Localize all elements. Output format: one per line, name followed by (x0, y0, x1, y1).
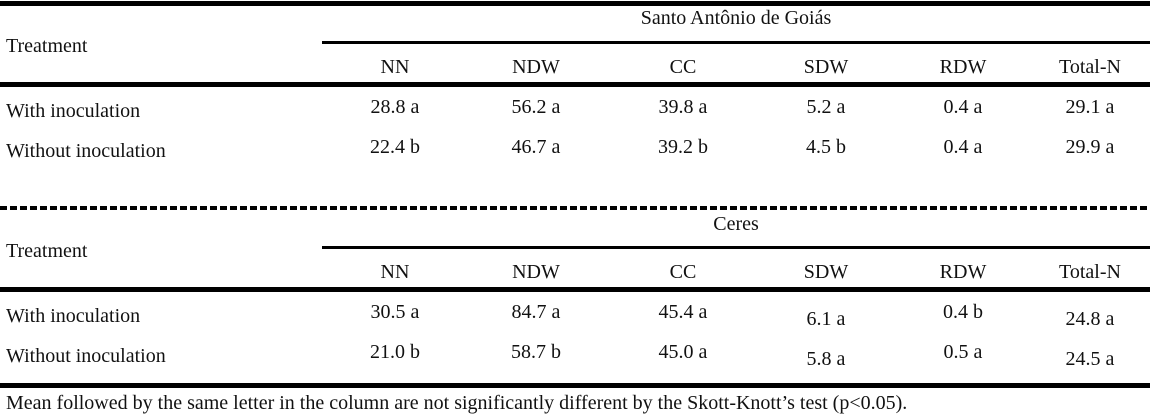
table-cell: 45.0 a (658, 341, 708, 363)
location-rule (322, 41, 1150, 44)
column-header: NN (380, 56, 410, 78)
row-treatment: Without inoculation (6, 140, 166, 162)
table-cell: 6.1 a (806, 308, 846, 330)
column-header: SDW (803, 261, 849, 283)
row-treatment: With inoculation (6, 100, 141, 122)
table-footnote: Mean followed by the same letter in the … (6, 392, 908, 414)
table-cell: 29.9 a (1065, 136, 1115, 158)
column-header: CC (669, 56, 697, 78)
table-cell: 29.1 a (1065, 96, 1115, 118)
row-treatment: Without inoculation (6, 345, 166, 367)
table-cell: 39.2 b (658, 136, 708, 158)
table-cell: 45.4 a (658, 301, 708, 323)
column-header: SDW (803, 56, 849, 78)
table-cell: 56.2 a (511, 96, 561, 118)
column-header: Total-N (1059, 261, 1121, 283)
bottom-rule (0, 383, 1150, 388)
table-cell: 24.5 a (1065, 348, 1115, 370)
table-cell: 24.8 a (1065, 308, 1115, 330)
column-header: RDW (939, 261, 987, 283)
column-header: NN (380, 261, 410, 283)
table-cell: 21.0 b (370, 341, 420, 363)
location-header: Ceres (713, 213, 759, 235)
table-cell: 28.8 a (370, 96, 420, 118)
column-header: Total-N (1059, 56, 1121, 78)
block-separator (0, 206, 1150, 210)
column-header: NDW (512, 261, 560, 283)
table-cell: 0.4 a (943, 96, 983, 118)
table-cell: 39.8 a (658, 96, 708, 118)
table-cell: 84.7 a (511, 301, 561, 323)
header-rule (0, 287, 1150, 292)
top-rule (0, 1, 1150, 6)
column-header: CC (669, 261, 697, 283)
row-treatment: With inoculation (6, 305, 141, 327)
table-cell: 0.5 a (943, 341, 983, 363)
table-cell: 46.7 a (511, 136, 561, 158)
table-cell: 5.8 a (806, 348, 846, 370)
treatment-header: Treatment (6, 35, 88, 57)
column-header: RDW (939, 56, 987, 78)
treatment-header: Treatment (6, 240, 88, 262)
location-header: Santo Antônio de Goiás (640, 7, 832, 29)
table-cell: 4.5 b (806, 136, 846, 158)
table-cell: 5.2 a (806, 96, 846, 118)
header-rule (0, 82, 1150, 87)
table-cell: 30.5 a (370, 301, 420, 323)
table-cell: 22.4 b (370, 136, 420, 158)
table-cell: 0.4 a (943, 136, 983, 158)
location-rule (322, 246, 1150, 249)
table-cell: 0.4 b (943, 301, 983, 323)
table-cell: 58.7 b (511, 341, 561, 363)
column-header: NDW (512, 56, 560, 78)
